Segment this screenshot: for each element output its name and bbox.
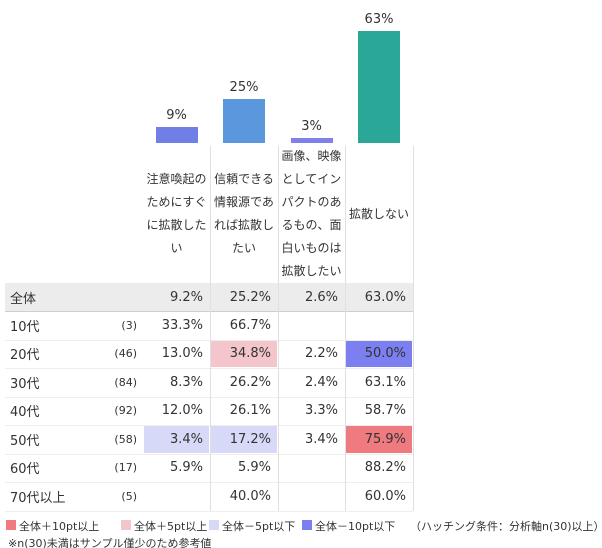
column-header: 信頼できる情報源であれば拡散したい <box>213 172 274 255</box>
row-label: 40代 <box>10 405 40 421</box>
legend-swatch <box>121 520 131 530</box>
table-cell: 63.0% <box>364 289 406 305</box>
table-cell: 12.0% <box>161 403 203 419</box>
legend-swatch <box>302 520 312 530</box>
table-cell: 63.1% <box>364 374 406 390</box>
table-cell: 13.0% <box>161 346 203 362</box>
table-cell: 50.0% <box>346 340 412 367</box>
table-cell: 3.4% <box>304 431 338 447</box>
table-cell: 3.3% <box>304 403 338 419</box>
legend-note: （ハッチング条件：分析軸n(30)以上） <box>410 520 602 533</box>
footnote: ※n(30)未満はサンプル僅少のため参考値 <box>8 537 212 548</box>
table-cell: 2.2% <box>304 346 338 362</box>
table-cell: 33.3% <box>161 317 203 333</box>
column-header: 画像、映像としてインパクトのあるもの、面白いものは拡散したい <box>281 149 342 278</box>
table-cell: 2.4% <box>304 374 338 390</box>
bar <box>358 30 400 143</box>
column-line <box>413 146 414 511</box>
table-cell: 75.9% <box>346 426 412 453</box>
table-cell: 34.8% <box>211 340 277 367</box>
table-cell: 26.1% <box>229 403 271 419</box>
row-label: 10代 <box>10 319 40 335</box>
row-n: (84) <box>114 375 137 389</box>
row-line <box>5 311 413 312</box>
row-n: (17) <box>114 461 137 475</box>
row-line <box>5 396 413 398</box>
legend-label: 全体＋10pt以上 <box>19 520 100 533</box>
legend-label: 全体＋5pt以上 <box>134 520 208 533</box>
legend-label: 全体－5pt以下 <box>222 520 296 533</box>
row-line <box>5 510 413 512</box>
table-cell: 5.9% <box>169 460 203 476</box>
row-label: 全体 <box>10 291 37 307</box>
legend-label: 全体－10pt以下 <box>315 520 396 533</box>
row-line <box>5 368 413 369</box>
bar <box>290 137 333 143</box>
row-label: 30代 <box>10 376 40 392</box>
row-line <box>5 425 413 426</box>
table-cell: 9.2% <box>169 289 203 305</box>
value-label: 3% <box>301 118 322 134</box>
row-line <box>5 339 413 341</box>
row-label: 50代 <box>10 433 40 449</box>
row-line <box>5 482 413 483</box>
table-cell: 66.7% <box>229 317 271 333</box>
table-cell: 5.9% <box>237 460 271 476</box>
row-line <box>5 453 413 455</box>
row-n: (58) <box>114 432 137 446</box>
column-line <box>210 146 211 511</box>
row-n: (92) <box>114 404 137 418</box>
row-label: 60代 <box>10 462 40 478</box>
table-cell: 17.2% <box>211 426 277 453</box>
table-cell: 40.0% <box>229 488 271 504</box>
row-label: 20代 <box>10 348 40 364</box>
legend-swatch <box>209 520 219 530</box>
table-cell: 58.7% <box>364 403 406 419</box>
table-cell: 88.2% <box>364 460 406 476</box>
value-label: 63% <box>364 11 394 27</box>
column-header: 拡散しない <box>348 206 409 221</box>
value-label: 25% <box>229 79 259 95</box>
row-label: 70代以上 <box>10 490 66 506</box>
row-n: (46) <box>114 347 137 361</box>
table-cell: 26.2% <box>229 374 271 390</box>
table-cell: 60.0% <box>364 488 406 504</box>
table-cell: 25.2% <box>229 289 271 305</box>
column-line <box>278 146 279 511</box>
bar <box>223 98 265 143</box>
row-n: (3) <box>121 318 137 332</box>
table-cell: 2.6% <box>304 289 338 305</box>
column-line <box>345 146 346 511</box>
table-cell: 3.4% <box>144 426 209 453</box>
column-header: 注意喚起のためにすぐに拡散したい <box>146 172 207 255</box>
legend-swatch <box>6 520 16 530</box>
table-cell: 8.3% <box>169 374 203 390</box>
value-label: 9% <box>166 107 187 123</box>
bar <box>155 126 198 143</box>
row-n: (5) <box>121 489 137 503</box>
